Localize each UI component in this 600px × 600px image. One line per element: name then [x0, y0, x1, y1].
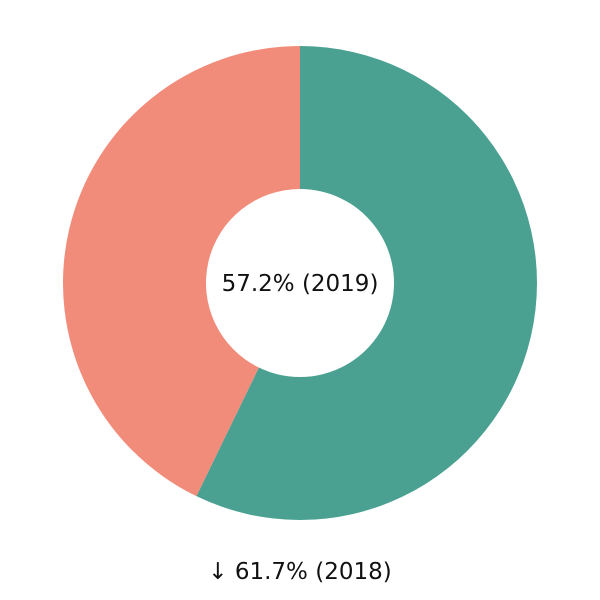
donut-slice-0: [196, 46, 538, 520]
slices-group: [62, 46, 538, 520]
center-label: 57.2% (2019): [222, 271, 379, 297]
donut-slice-1: [62, 46, 300, 497]
footer-label: ↓ 61.7% (2018): [208, 559, 392, 585]
